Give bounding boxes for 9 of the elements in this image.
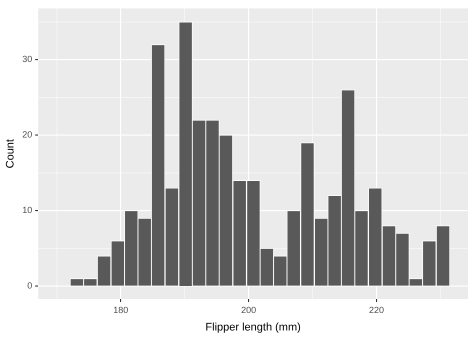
y-tick-label: 10 [22, 205, 32, 216]
y-tick-label: 20 [22, 130, 32, 140]
y-tick-label: 0 [27, 280, 32, 291]
x-tick-label: 180 [113, 304, 128, 315]
x-tick-label: 200 [241, 304, 256, 315]
y-axis-title: Count [4, 139, 17, 168]
x-axis-title: Flipper length (mm) [205, 321, 301, 334]
x-tick-label: 220 [369, 304, 384, 315]
y-tick-label: 30 [22, 54, 32, 64]
